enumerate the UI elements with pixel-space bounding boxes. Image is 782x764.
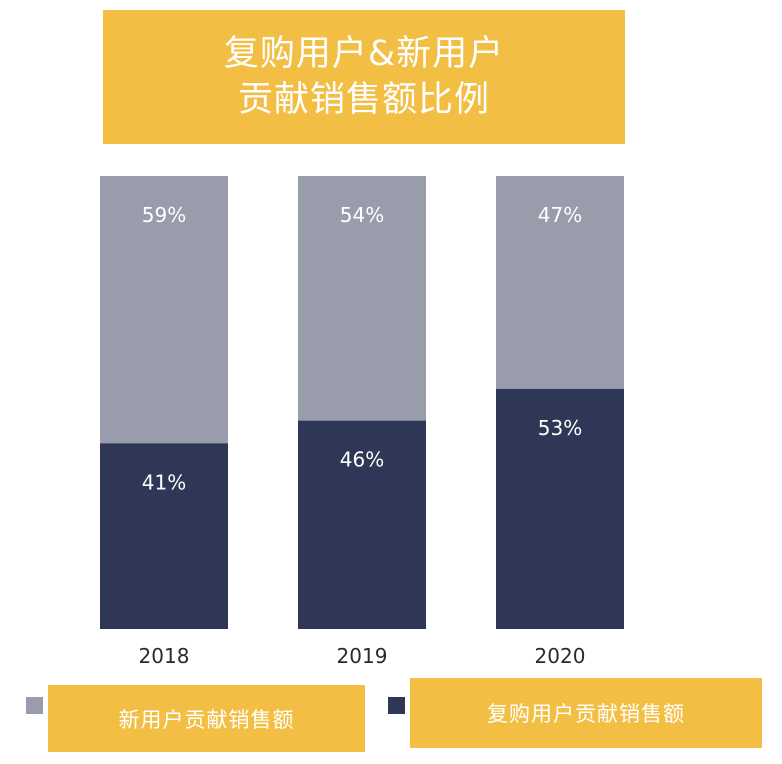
bar-repeat-users-2018 [100,443,228,629]
bar-new-users-2020 [496,176,624,389]
legend-swatch-new-users [26,697,43,714]
legend-label-new-users: 新用户贡献销售额 [48,685,365,752]
x-tick-label-2019: 2019 [337,644,388,668]
data-label-new-users-2020: 47% [538,203,582,227]
stacked-bar-chart: 59% 41% 2018 54% 46% 2019 47% 53% 2020 [100,176,624,668]
data-label-new-users-2019: 54% [340,203,384,227]
data-label-repeat-users-2020: 53% [538,416,582,440]
x-tick-label-2020: 2020 [535,644,586,668]
chart-title-line-1: 复购用户&新用户 [223,34,505,74]
x-tick-label-2018: 2018 [139,644,190,668]
data-label-repeat-users-2019: 46% [340,448,384,472]
data-label-new-users-2018: 59% [142,203,186,227]
legend-swatch-repeat-users [388,697,405,714]
bar-repeat-users-2019 [298,420,426,629]
bar-repeat-users-2020 [496,388,624,629]
bar-new-users-2018 [100,176,228,444]
data-label-repeat-users-2018: 41% [142,470,186,494]
chart-title-line-2: 贡献销售额比例 [237,80,490,120]
chart-title: 复购用户&新用户 贡献销售额比例 [103,10,625,144]
legend-label-repeat-users: 复购用户贡献销售额 [410,678,762,748]
bar-new-users-2019 [298,176,426,421]
